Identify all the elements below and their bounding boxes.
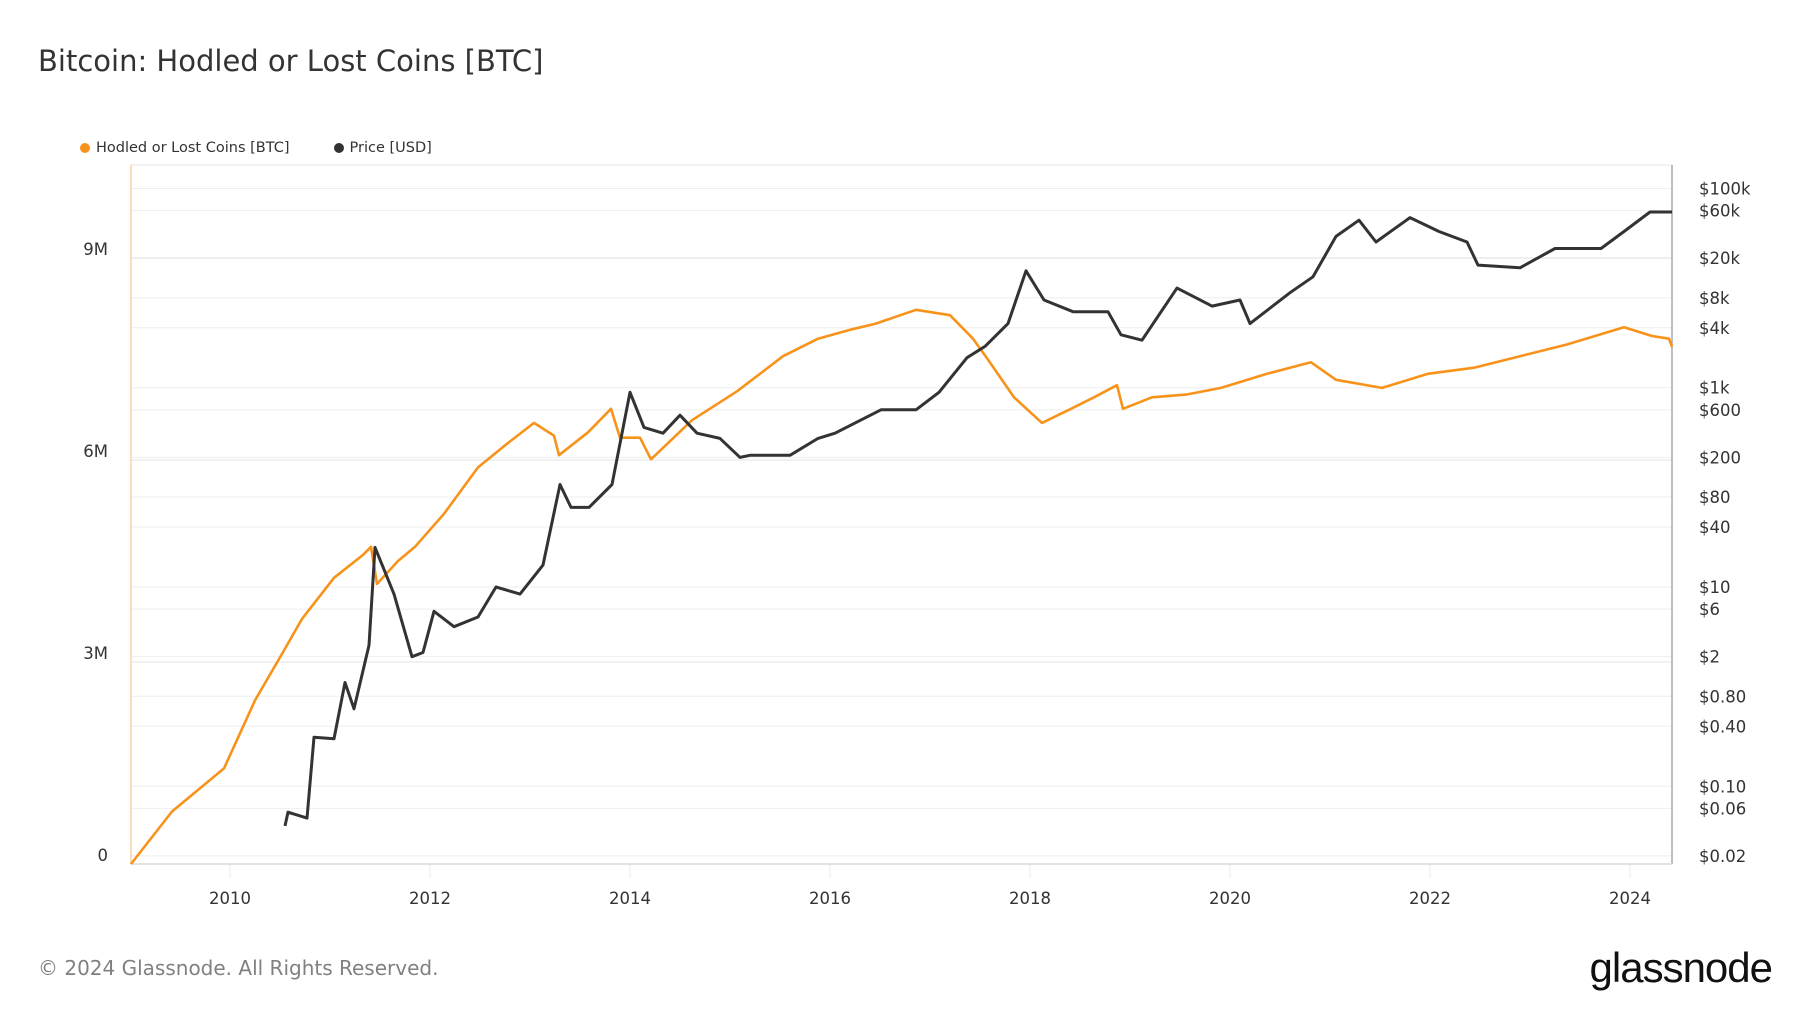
right-axis-tick-label: $0.80 — [1699, 687, 1746, 706]
left-axis-tick-label: 9M — [83, 240, 108, 259]
right-axis-tick-label: $80 — [1699, 488, 1731, 507]
right-axis-tick-label: $10 — [1699, 578, 1731, 597]
right-axis-tick-label: $60k — [1699, 202, 1740, 221]
x-axis-tick-label: 2016 — [809, 889, 851, 908]
right-axis-tick-label: $100k — [1699, 179, 1751, 198]
left-axis-tick-label: 6M — [83, 442, 108, 461]
legend: Hodled or Lost Coins [BTC] Price [USD] — [80, 140, 432, 156]
right-axis-tick-label: $2 — [1699, 648, 1720, 667]
x-axis-tick-label: 2010 — [209, 889, 251, 908]
legend-label: Hodled or Lost Coins [BTC] — [96, 140, 290, 156]
right-axis-tick-label: $200 — [1699, 448, 1741, 467]
right-axis-tick-label: $6 — [1699, 600, 1720, 619]
legend-label: Price [USD] — [349, 140, 432, 156]
legend-dot-icon — [333, 143, 344, 153]
legend-dot-icon — [80, 143, 90, 153]
right-axis-tick-label: $0.40 — [1699, 717, 1746, 736]
right-axis-tick-label: $1k — [1699, 379, 1730, 398]
x-axis-tick-label: 2020 — [1209, 889, 1251, 908]
right-axis-tick-label: $0.06 — [1699, 799, 1746, 818]
right-axis-tick-label: $4k — [1699, 319, 1730, 338]
x-axis-tick-label: 2024 — [1609, 889, 1651, 908]
x-axis-tick-label: 2022 — [1409, 889, 1451, 908]
x-axis-tick-label: 2014 — [609, 889, 651, 908]
hodled-coins-line — [129, 308, 1674, 865]
right-axis-tick-label: $600 — [1699, 401, 1741, 420]
x-axis-tick-label: 2012 — [409, 889, 451, 908]
right-axis-tick-label: $0.10 — [1699, 777, 1746, 796]
right-axis-tick-label: $40 — [1699, 518, 1731, 537]
x-axis-tick-label: 2018 — [1009, 889, 1051, 908]
right-axis-tick-label: $0.02 — [1699, 847, 1746, 866]
glassnode-logo: glassnode — [1589, 944, 1773, 991]
right-axis-tick-label: $8k — [1699, 289, 1730, 308]
price-line — [283, 210, 1672, 827]
right-axis-tick-label: $20k — [1699, 249, 1740, 268]
legend-item-price[interactable]: Price [USD] — [333, 140, 432, 156]
left-axis-tick-label: 3M — [83, 644, 108, 663]
legend-item-hodled[interactable]: Hodled or Lost Coins [BTC] — [80, 140, 290, 156]
left-axis-tick-label: 0 — [98, 846, 109, 865]
copyright: © 2024 Glassnode. All Rights Reserved. — [38, 956, 439, 980]
chart-title: Bitcoin: Hodled or Lost Coins [BTC] — [38, 44, 544, 78]
plot-frame — [130, 164, 1673, 865]
